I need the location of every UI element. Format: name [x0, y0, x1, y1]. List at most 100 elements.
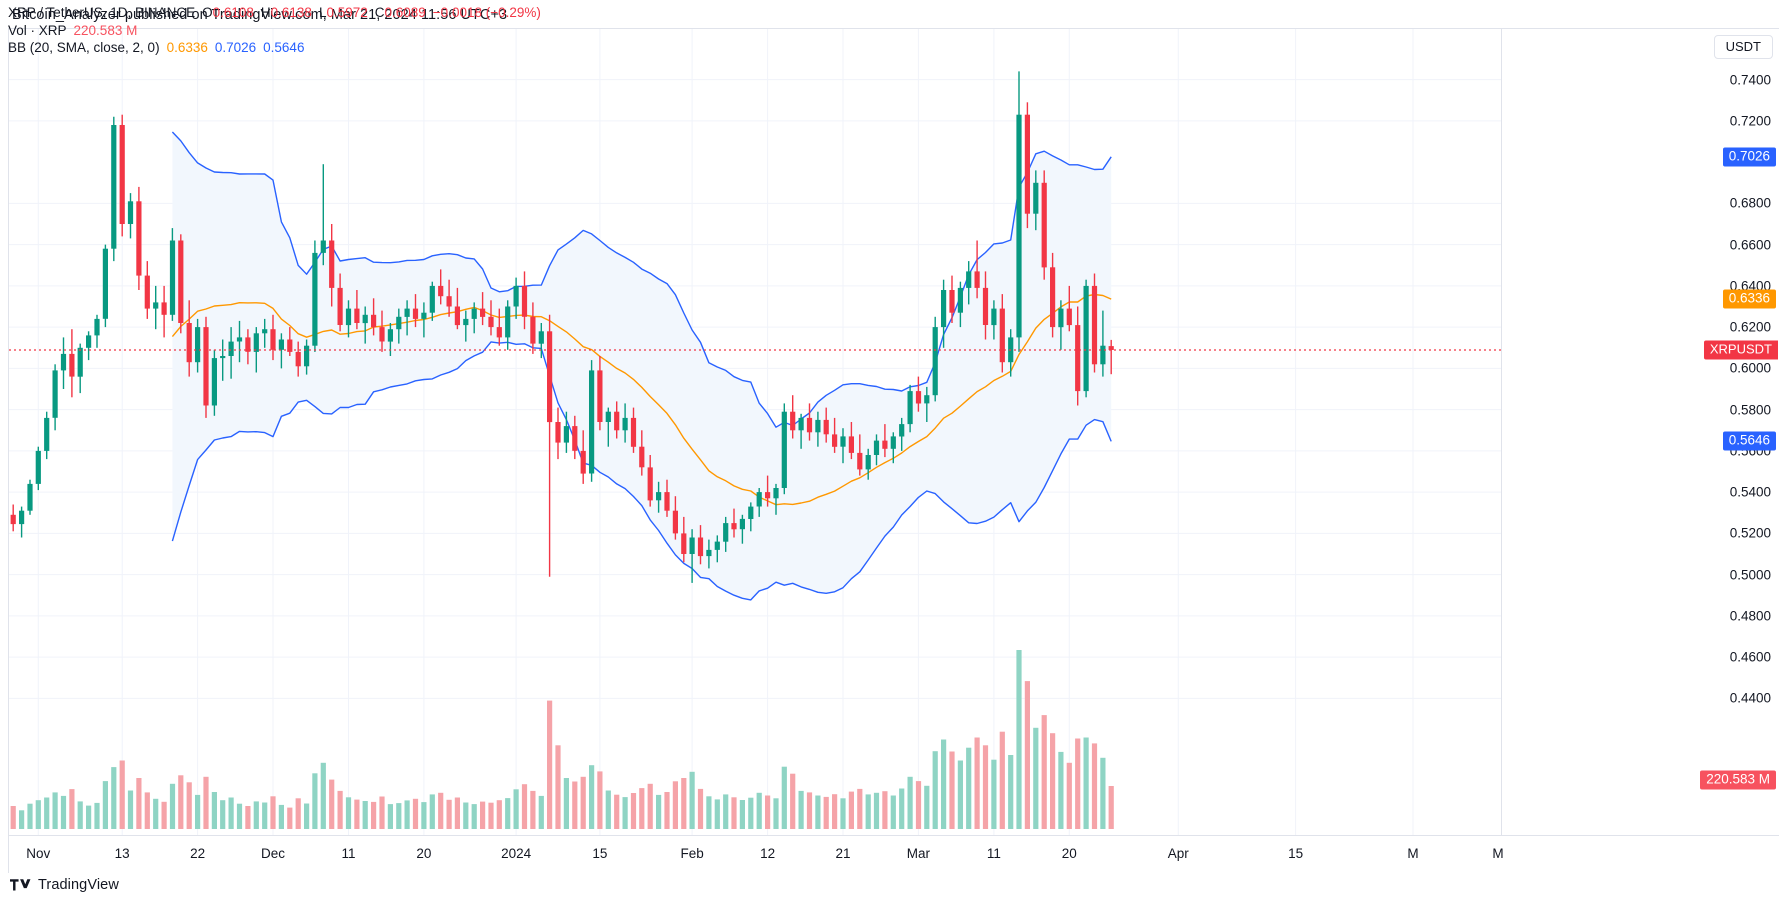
- price-axis-tick: 0.7400: [1729, 72, 1771, 88]
- volume-bar: [169, 783, 176, 829]
- candle: [647, 467, 653, 501]
- volume-bar: [974, 737, 980, 829]
- volume-bar: [10, 806, 16, 829]
- volume-bar: [672, 781, 678, 829]
- time-axis-tick: 22: [190, 846, 206, 861]
- candle: [195, 327, 201, 363]
- candle: [832, 434, 838, 447]
- candle: [505, 306, 511, 338]
- candle: [136, 201, 142, 276]
- candle: [580, 450, 586, 474]
- candle: [815, 419, 821, 433]
- candle: [412, 308, 419, 319]
- volume-bar: [245, 806, 251, 829]
- candle: [765, 492, 771, 499]
- volume-bar: [1083, 737, 1089, 829]
- volume-bar: [1033, 727, 1039, 829]
- candle: [480, 308, 486, 317]
- time-axis-tick: Nov: [26, 846, 51, 861]
- candle: [723, 523, 729, 542]
- time-axis[interactable]: Nov 13 22 Dec 11 20 2024 15 Feb 12 21 Mar 11 20 Apr 15 M…: [9, 835, 1779, 873]
- volume-bar: [1041, 715, 1047, 829]
- volume-bar: [689, 771, 695, 829]
- volume-bar: [27, 803, 33, 829]
- time-axis-tick: 12: [760, 846, 776, 861]
- price-axis-tick: 0.6800: [1729, 195, 1771, 211]
- candle: [10, 514, 16, 525]
- bb-basis-badge: 0.6336: [1722, 289, 1776, 309]
- candle: [756, 492, 762, 507]
- candle: [211, 358, 217, 406]
- tradingview-logo-icon: [10, 879, 31, 891]
- candle: [228, 341, 234, 356]
- volume-bar: [220, 800, 226, 829]
- volume-bar: [639, 788, 645, 829]
- candle: [404, 308, 410, 317]
- time-axis-tick: Apr: [1167, 846, 1189, 861]
- volume-bar: [597, 771, 603, 829]
- volume-bar: [1108, 786, 1114, 829]
- candle: [329, 240, 335, 288]
- volume-bar: [790, 773, 796, 829]
- volume-bar: [262, 802, 268, 829]
- volume-bar: [446, 799, 452, 829]
- candle: [739, 518, 745, 530]
- price-axis-tick: 0.4800: [1729, 608, 1771, 624]
- volume-bar: [312, 773, 318, 829]
- volume-bar: [924, 785, 930, 829]
- volume-bar: [731, 797, 737, 829]
- volume-bar: [882, 791, 888, 829]
- candle: [681, 533, 687, 554]
- time-axis-tick: 11: [986, 846, 1001, 861]
- volume-bar: [362, 801, 368, 829]
- candle: [714, 541, 720, 550]
- price-axis[interactable]: USDT 0.7400 0.7200 0.6800 0.6600 0.6400 0.620…: [1501, 29, 1779, 835]
- volume-bar: [345, 797, 352, 829]
- volume-bar: [412, 798, 419, 829]
- candle: [362, 314, 368, 324]
- candle: [119, 125, 125, 224]
- time-axis-tick: Mar: [906, 846, 931, 861]
- candle: [974, 271, 980, 288]
- volume-bar: [1091, 743, 1098, 829]
- volume-bar: [186, 782, 192, 829]
- candle: [77, 347, 83, 377]
- candle: [371, 314, 377, 328]
- volume-bar: [823, 796, 829, 829]
- volume-bar: [1016, 650, 1022, 829]
- price-axis-tick: 0.5800: [1729, 402, 1771, 418]
- candles: [10, 71, 1114, 583]
- volume-bar: [496, 800, 502, 829]
- candle: [572, 426, 578, 451]
- candle: [1066, 308, 1072, 326]
- plot-area[interactable]: [9, 29, 1501, 835]
- price-axis-tick: 0.5200: [1729, 525, 1771, 541]
- time-axis-tick: 15: [592, 846, 608, 861]
- volume-bar: [706, 796, 712, 829]
- volume-bar: [991, 759, 997, 829]
- chart-frame: XRPUSDT USDT 0.7400 0.7200 0.6800 0.6600 0.6…: [8, 28, 1779, 873]
- candle: [597, 370, 603, 422]
- candle: [387, 329, 393, 342]
- volume-bar: [547, 700, 553, 829]
- volume-bar: [102, 781, 108, 829]
- volume-bar: [86, 805, 92, 829]
- time-axis-tick: 20: [1061, 846, 1077, 861]
- footer-brand-name: TradingView: [38, 877, 119, 893]
- candle: [622, 417, 628, 431]
- attribution-text: Bitcoin_Analyzer published on TradingVie…: [12, 7, 508, 23]
- footer-brand[interactable]: TradingView: [10, 877, 119, 893]
- volume-bar: [195, 794, 201, 829]
- candle: [153, 302, 159, 309]
- volume-bar: [270, 796, 276, 829]
- candle: [1041, 182, 1047, 268]
- currency-pill[interactable]: USDT: [1713, 35, 1773, 59]
- candle: [262, 329, 268, 334]
- volume-bar: [555, 745, 561, 829]
- candle: [697, 537, 704, 557]
- volume-bar: [329, 779, 335, 829]
- volume-bar: [1075, 738, 1081, 829]
- candle: [69, 353, 75, 377]
- volume-bar: [521, 784, 528, 829]
- candle: [19, 510, 25, 525]
